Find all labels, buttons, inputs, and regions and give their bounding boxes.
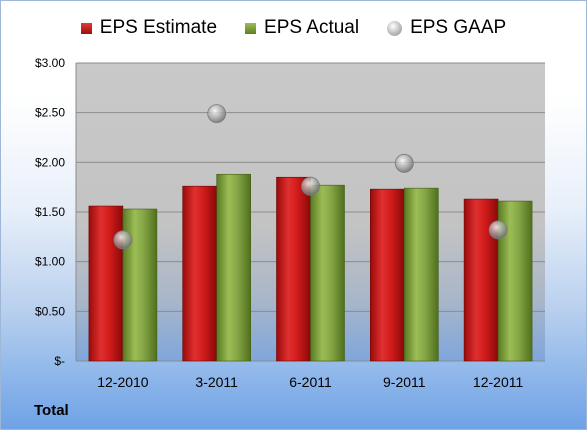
point-eps-gaap — [488, 220, 508, 240]
legend-label-eps-estimate: EPS Estimate — [99, 17, 218, 38]
legend-item-eps-gaap: EPS GAAP — [387, 17, 506, 39]
legend-swatch-eps-gaap — [387, 20, 403, 36]
x-tick-label: 12-2011 — [473, 374, 524, 390]
legend-item-eps-estimate: EPS Estimate — [80, 17, 218, 39]
legend-swatch-eps-actual — [245, 22, 257, 34]
y-tick-label: $3.00 — [35, 56, 65, 70]
y-tick-label: $2.50 — [35, 106, 65, 120]
point-eps-gaap — [301, 176, 320, 196]
legend-label-eps-gaap: EPS GAAP — [410, 17, 507, 38]
bar-eps-estimate — [276, 176, 311, 362]
legend-swatch-eps-estimate — [80, 22, 92, 34]
point-eps-gaap — [113, 230, 133, 250]
x-tick-label: 6-2011 — [289, 374, 332, 390]
bar-eps-actual — [122, 208, 158, 362]
point-eps-gaap — [207, 104, 227, 124]
y-tick-label: $0.50 — [35, 304, 65, 318]
point-eps-gaap — [394, 153, 414, 173]
footer-total-label: Total — [34, 402, 69, 419]
x-tick-label: 9-2011 — [383, 374, 426, 390]
x-tick-label: 3-2011 — [195, 374, 238, 390]
bar-eps-actual — [216, 173, 251, 362]
y-tick-label: $1.00 — [35, 255, 65, 269]
bar-eps-actual — [310, 184, 345, 362]
legend-item-eps-actual: EPS Actual — [245, 17, 359, 39]
y-tick-label: $- — [54, 354, 65, 368]
chart-legend: EPS Estimate EPS Actual EPS GAAP — [1, 17, 586, 39]
bar-eps-estimate — [182, 185, 217, 362]
legend-label-eps-actual: EPS Actual — [264, 17, 360, 38]
y-tick-label: $1.50 — [35, 205, 65, 219]
y-tick-label: $2.00 — [35, 155, 65, 169]
x-tick-label: 12-2010 — [97, 374, 149, 390]
bar-eps-estimate — [88, 205, 124, 362]
bar-eps-estimate — [369, 188, 405, 362]
bar-eps-actual — [403, 187, 439, 362]
